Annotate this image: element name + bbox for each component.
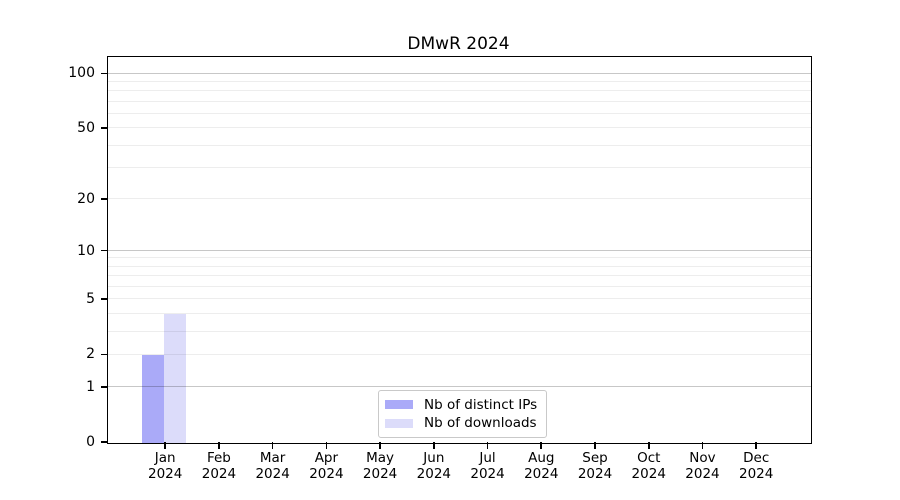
y-tick-mark	[100, 198, 108, 200]
x-tick-mark	[594, 442, 596, 449]
x-tick-mark	[755, 442, 757, 449]
y-tick-mark	[100, 441, 108, 443]
legend-swatch-downloads	[385, 418, 413, 428]
gridline-minor	[107, 112, 811, 114]
gridline-minor	[107, 144, 811, 146]
x-tick-label: Mar 2024	[255, 450, 290, 482]
x-tick-mark	[271, 442, 274, 449]
x-tick-mark	[540, 442, 543, 449]
x-tick-mark	[325, 442, 328, 449]
gridline-major	[107, 72, 811, 74]
gridline-minor	[107, 353, 811, 355]
x-tick-label: Jan 2024	[148, 450, 183, 482]
gridline-minor	[107, 90, 811, 92]
x-tick-mark	[379, 442, 381, 449]
gridline-minor	[107, 127, 811, 129]
x-tick-label: Feb 2024	[201, 450, 237, 482]
y-tick-label: 20	[77, 190, 95, 207]
y-tick-mark	[100, 386, 108, 388]
x-tick-mark	[164, 442, 166, 449]
x-tick-mark	[486, 442, 489, 449]
gridline-minor	[107, 166, 811, 168]
gridline-minor	[107, 100, 811, 102]
gridline-minor	[107, 265, 811, 267]
gridline-minor	[107, 298, 811, 300]
x-tick-label: Dec 2024	[739, 450, 774, 482]
y-tick-mark	[100, 127, 108, 129]
y-tick-label: 100	[68, 65, 95, 82]
gridline-minor	[107, 257, 811, 259]
legend-item-distinct-ips: Nb of distinct IPs	[385, 397, 540, 413]
gridline-minor	[107, 275, 811, 277]
x-tick-mark	[647, 442, 650, 449]
y-tick-label: 2	[86, 346, 95, 363]
x-tick-label: May 2024	[362, 450, 398, 482]
x-tick-mark	[701, 442, 704, 449]
legend-swatch-distinct-ips	[385, 400, 413, 410]
y-tick-label: 1	[86, 378, 95, 395]
legend: Nb of distinct IPs Nb of downloads	[378, 390, 547, 438]
gridline-minor	[107, 330, 811, 332]
y-tick-mark	[100, 72, 108, 75]
x-tick-label: Sep 2024	[577, 450, 613, 482]
legend-item-downloads: Nb of downloads	[385, 415, 540, 431]
gridline-minor	[107, 80, 811, 82]
gridline-minor	[107, 198, 811, 200]
x-tick-label: Nov 2024	[685, 450, 720, 482]
gridline-minor	[107, 312, 811, 314]
plot-inner	[107, 57, 811, 443]
x-tick-label: Jun 2024	[416, 450, 451, 482]
x-tick-label: Oct 2024	[631, 450, 666, 482]
bar-nb-of-downloads-jan	[164, 314, 187, 443]
plot-area	[106, 56, 812, 444]
y-tick-label: 0	[86, 434, 95, 451]
gridline-major	[107, 249, 811, 251]
legend-label-distinct-ips: Nb of distinct IPs	[424, 396, 538, 413]
y-tick-label: 5	[86, 291, 95, 308]
y-tick-label: 50	[77, 120, 95, 136]
gridline-major	[107, 386, 811, 388]
bar-nb-of-distinct-ips-jan	[142, 355, 165, 443]
legend-label-downloads: Nb of downloads	[424, 415, 537, 432]
x-tick-mark	[218, 442, 220, 449]
x-tick-mark	[433, 442, 435, 449]
y-tick-mark	[100, 353, 108, 356]
y-tick-mark	[100, 298, 108, 300]
chart-title: DMwR 2024	[407, 34, 510, 54]
x-tick-label: Aug 2024	[524, 450, 559, 482]
x-tick-label: Jul 2024	[470, 450, 505, 482]
y-tick-label: 10	[77, 242, 95, 259]
x-tick-label: Apr 2024	[309, 450, 344, 482]
gridline-minor	[107, 285, 811, 287]
y-tick-mark	[100, 249, 108, 252]
